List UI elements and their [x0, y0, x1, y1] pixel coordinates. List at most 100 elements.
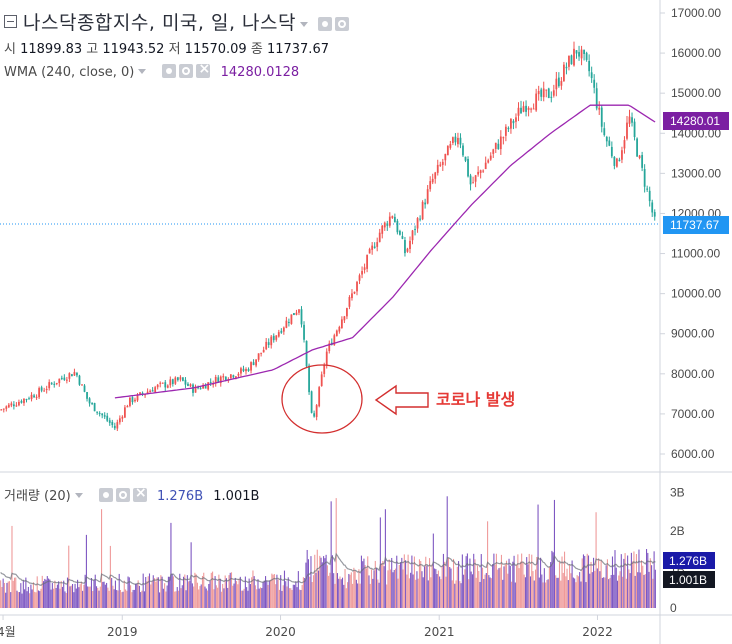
eye-icon[interactable] [162, 64, 177, 78]
candle-body [267, 342, 270, 345]
candle-body [522, 106, 525, 112]
candle-body [472, 182, 474, 184]
gear-icon[interactable] [179, 64, 194, 78]
wma-value: 14280.0128 [220, 65, 300, 80]
candle-body [434, 172, 437, 179]
candle-body [512, 120, 515, 124]
candle-body [280, 330, 283, 333]
candle-body [182, 377, 184, 381]
candle-body [250, 362, 252, 371]
candle-body [257, 353, 260, 360]
candle-body [451, 137, 454, 144]
candle-body [35, 396, 38, 398]
candle-body [65, 379, 68, 381]
candle-body [381, 225, 384, 234]
candle-body [60, 377, 63, 379]
open-label: 시 [4, 42, 16, 57]
time-axis[interactable]: 4월 2019 2020 2021 2022 [0, 615, 613, 639]
candle-body [378, 232, 381, 242]
candle-body [219, 376, 222, 384]
candle-body [320, 374, 323, 386]
volume-label[interactable]: 거래량 (20) [4, 489, 71, 504]
candle-body [598, 107, 601, 110]
candle-body [204, 384, 207, 389]
candle-body [565, 66, 568, 69]
close-icon[interactable] [196, 61, 211, 78]
candle-body [338, 326, 341, 332]
candle-body [393, 216, 396, 223]
candle-body [139, 392, 141, 395]
candle-body [7, 404, 10, 408]
candle-body [626, 122, 628, 139]
candle-body [446, 145, 449, 156]
volume-legend-row: 거래량 (20) 1.276B 1.001B [4, 485, 259, 504]
candle-body [91, 403, 93, 405]
eye-icon[interactable] [317, 17, 332, 31]
candle-body [197, 387, 199, 389]
candle-body [492, 149, 495, 154]
volume-value-1: 1.276B [156, 489, 204, 504]
volume-ma-line [0, 552, 656, 586]
collapse-icon[interactable] [4, 15, 17, 28]
eye-icon[interactable] [98, 488, 113, 502]
candle-body [33, 395, 35, 398]
candle-body [310, 391, 313, 413]
candle-body [164, 382, 167, 388]
price-tick-label: 17000.00 [671, 6, 721, 20]
candle-body [265, 341, 268, 350]
candle-body [504, 126, 507, 136]
candle-body [502, 137, 505, 139]
candle-body [207, 382, 210, 390]
candle-body [25, 399, 28, 401]
candle-body [232, 375, 235, 378]
wma-price-tag: 14280.01 [663, 112, 729, 130]
candle-body [55, 382, 58, 384]
candle-body [202, 384, 205, 389]
candle-body [383, 222, 386, 228]
candle-body [315, 405, 318, 418]
wma-label[interactable]: WMA (240, close, 0) [4, 65, 135, 80]
close-icon[interactable] [132, 485, 147, 502]
candle-body [560, 81, 563, 86]
candle-body [404, 240, 406, 254]
candle-body [123, 407, 126, 418]
candle-body [45, 388, 48, 390]
candle-body [482, 170, 485, 172]
volume-tick-label: 2B [670, 524, 685, 538]
volume-tick-label: 0 [670, 601, 677, 615]
candle-body [585, 52, 588, 60]
candle-body [353, 291, 356, 294]
symbol-title[interactable]: 나스닥종합지수, 미국, 일, 나스닥 [23, 12, 296, 34]
candle-body [18, 401, 20, 406]
candle-body [118, 418, 121, 423]
time-tick-label: 2019 [107, 625, 138, 639]
candle-body [588, 60, 591, 72]
candle-body [313, 413, 316, 417]
candle-body [583, 49, 585, 54]
wma-legend-row: WMA (240, close, 0) 14280.0128 [4, 61, 300, 80]
candle-body [113, 425, 116, 429]
chevron-down-icon[interactable] [299, 22, 308, 27]
open-value: 11899.83 [20, 42, 83, 57]
price-axis[interactable]: 17000.0016000.0015000.0014000.0013000.00… [660, 6, 721, 461]
candle-body [552, 90, 555, 96]
candle-body [116, 422, 119, 429]
candle-body [5, 406, 8, 409]
candle-body [426, 189, 429, 204]
candle-body [277, 332, 280, 337]
candle-body [633, 121, 636, 138]
candle-body [106, 415, 109, 421]
candle-body [484, 162, 487, 170]
gear-icon[interactable] [334, 17, 349, 31]
candle-body [48, 382, 51, 389]
chevron-down-icon[interactable] [138, 69, 147, 74]
candle-body [121, 416, 124, 419]
candle-body [580, 49, 583, 59]
candle-body [474, 175, 477, 182]
candle-body [542, 88, 545, 98]
chevron-down-icon[interactable] [74, 493, 83, 498]
gear-icon[interactable] [115, 488, 130, 502]
candle-body [43, 390, 46, 392]
